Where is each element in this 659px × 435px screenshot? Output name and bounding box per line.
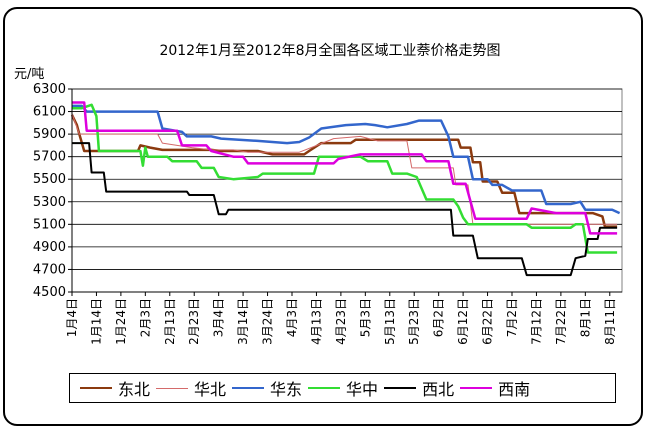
x-tick-label: 6月22日 (481, 298, 495, 345)
y-tick-label: 5900 (33, 127, 66, 142)
legend: 东北 华北 华东 华中 西北 西南 (69, 373, 616, 403)
y-tick-label: 4700 (33, 262, 66, 277)
x-tick-label: 3月24日 (261, 298, 275, 345)
legend-swatch (460, 387, 493, 389)
x-tick-label: 8月11日 (603, 298, 617, 345)
x-tick-label: 8月1日 (578, 298, 592, 337)
legend-label: 东北 (118, 380, 151, 399)
y-tick-label: 5500 (33, 172, 66, 187)
y-tick-label: 6300 (33, 82, 66, 97)
legend-item: 东北 (80, 376, 150, 400)
legend-label: 西北 (422, 380, 455, 399)
y-tick-label: 5700 (33, 150, 66, 165)
legend-label: 华东 (270, 380, 303, 399)
series-line-2 (71, 113, 618, 225)
legend-swatch (156, 387, 189, 389)
legend-item: 西北 (384, 376, 454, 400)
x-tick-label: 2月3日 (138, 298, 152, 337)
x-tick-label: 7月12日 (529, 298, 543, 345)
x-tick-label: 5月23日 (407, 298, 421, 345)
y-tick-label: 5100 (33, 217, 66, 232)
x-tick-label: 1月4日 (65, 298, 79, 337)
x-tick-label: 7月2日 (505, 298, 519, 337)
series-line-5 (72, 142, 618, 277)
legend-swatch (308, 387, 341, 389)
y-tick-label: 5300 (33, 195, 66, 210)
x-tick-label: 1月24日 (114, 298, 128, 345)
x-tick-label: 7月22日 (554, 298, 568, 345)
series-line-1 (70, 114, 618, 228)
legend-swatch (80, 387, 112, 389)
x-tick-label: 6月2日 (432, 298, 446, 337)
x-tick-label: 3月14日 (236, 298, 250, 345)
series-line-4 (72, 103, 618, 254)
y-tick-label: 6100 (33, 105, 66, 120)
legend-item: 西南 (460, 376, 530, 400)
legend-item: 华中 (308, 376, 378, 400)
legend-label: 西南 (498, 380, 531, 399)
axes: 4500 4700 4900 5100 5300 5500 5700 5900 6100 6300… (33, 82, 622, 345)
legend-label: 华北 (194, 380, 227, 399)
legend-swatch (232, 387, 265, 389)
legend-label: 华中 (346, 380, 379, 399)
y-axis-unit-label: 元/吨 (14, 67, 45, 82)
y-tick-label: 4900 (33, 240, 66, 255)
x-tick-label: 4月3日 (285, 298, 299, 337)
x-tick-label: 4月13日 (309, 298, 323, 345)
x-tick-label: 3月4日 (212, 298, 226, 337)
x-tick-label: 6月12日 (456, 298, 470, 345)
legend-item: 华北 (156, 376, 226, 400)
x-tick-label: 5月3日 (358, 298, 372, 337)
chart-title: 2012年1月至2012年8月全国各区域工业萘价格走势图 (159, 43, 501, 59)
series-lines (70, 101, 621, 277)
x-tick-label: 4月23日 (334, 298, 348, 345)
x-tick-label: 2月23日 (187, 298, 201, 345)
x-tick-label: 1月14日 (89, 298, 103, 345)
y-tick-label: 4500 (33, 285, 66, 300)
x-tick-label: 2月13日 (163, 298, 177, 345)
x-tick-label: 5月13日 (383, 298, 397, 345)
legend-swatch (384, 387, 417, 389)
series-line-6 (72, 101, 618, 235)
legend-item: 华东 (232, 376, 302, 400)
series-line-3 (72, 104, 621, 215)
